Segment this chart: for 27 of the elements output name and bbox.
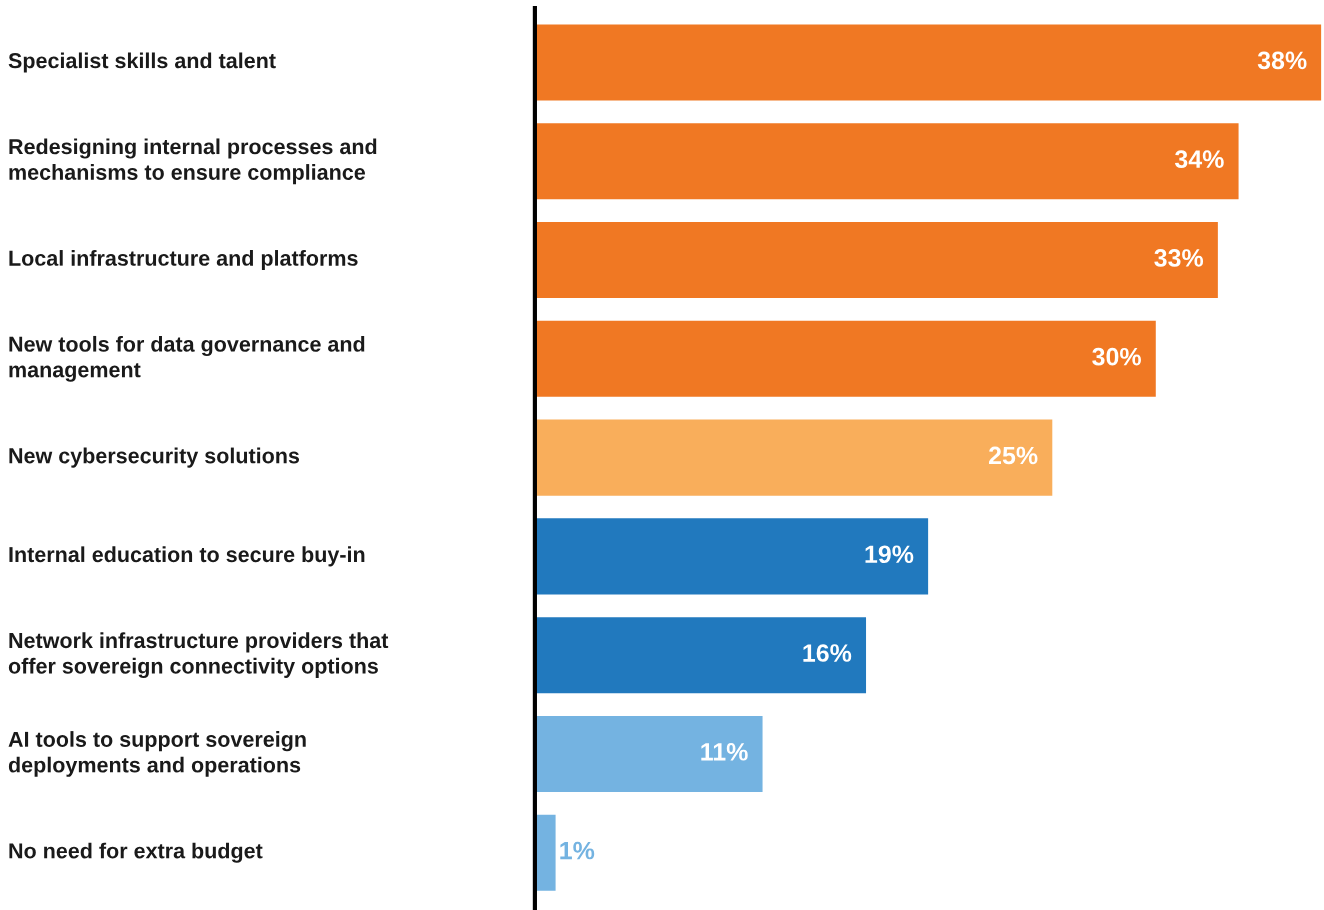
y-tick-label: New cybersecurity solutions [9, 447, 300, 468]
y-tick-label: Redesigning internal processes and mechanisms to ensure compliance [9, 138, 377, 185]
y-tick-label: Internal education to secure buy-in [9, 546, 365, 567]
data-label: 38% [1257, 51, 1307, 70]
data-label: 25% [988, 446, 1038, 465]
y-tick-label: Local infrastructure and platforms [9, 250, 358, 271]
bar [534, 320, 1156, 397]
data-label: 34% [1174, 150, 1224, 169]
bar [534, 24, 1322, 101]
y-tick-label: Network infrastructure providers that offer sovereign connectivity options [8, 632, 389, 679]
y-tick-label: Specialist skills and talent [8, 52, 276, 73]
bar [534, 222, 1218, 299]
data-label: 11% [701, 743, 748, 761]
data-label: 19% [865, 545, 914, 564]
data-label: 16% [803, 644, 852, 662]
bar [534, 518, 929, 595]
data-label: 33% [1154, 249, 1204, 267]
bar [534, 419, 1053, 496]
data-label: 30% [1092, 347, 1141, 366]
data-label: 1% [560, 841, 595, 860]
y-tick-label: New tools for data governance and management [9, 335, 365, 382]
y-tick-label: AI tools to support sovereign deployments and operations [8, 731, 306, 777]
bar [534, 123, 1239, 200]
y-tick-label: No need for extra budget [9, 842, 263, 863]
bar [534, 715, 763, 792]
bar [534, 617, 867, 694]
bar [534, 814, 556, 891]
